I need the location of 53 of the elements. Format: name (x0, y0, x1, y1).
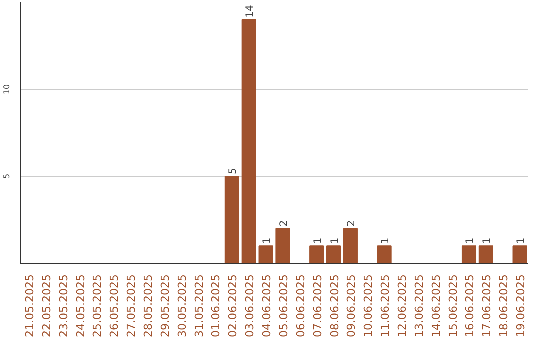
bar (478, 246, 494, 264)
x-tick-label: 30.05.2025 (176, 274, 189, 338)
data-label: 1 (312, 238, 324, 244)
x-tick-label: 14.06.2025 (430, 274, 443, 338)
x-tick-label: 13.06.2025 (412, 274, 426, 338)
x-tick-label: 07.06.2025 (311, 274, 324, 338)
x-tick-label: 22.05.2025 (40, 274, 54, 338)
data-label: 2 (346, 220, 358, 227)
x-tick-label: 27.05.2025 (125, 274, 138, 338)
x-tick-label: 16.06.2025 (464, 274, 477, 338)
x-tick-label: 17.06.2025 (480, 274, 494, 338)
data-label: 1 (516, 238, 528, 244)
data-label: 5 (228, 168, 240, 174)
x-tick-label: 29.05.2025 (158, 274, 172, 338)
data-label: 1 (380, 238, 392, 244)
bar (224, 176, 240, 264)
x-tick-label: 24.05.2025 (74, 274, 88, 338)
data-label: 1 (482, 238, 494, 244)
bar (326, 246, 342, 264)
data-label: 14 (245, 5, 256, 18)
bar (258, 246, 274, 264)
x-tick-label: 18.06.2025 (498, 274, 511, 338)
x-tick-label: 05.06.2025 (277, 274, 290, 338)
bar (276, 228, 290, 264)
data-label: 2 (278, 220, 290, 227)
x-tick-label: 19.06.2025 (514, 274, 528, 338)
x-tick-label: 04.06.2025 (260, 274, 274, 338)
bar (343, 228, 358, 264)
x-tick-label: 28.05.2025 (142, 274, 155, 338)
x-tick-label: 08.06.2025 (328, 274, 342, 338)
bar (242, 19, 256, 264)
bar (310, 246, 324, 264)
bar (512, 246, 528, 264)
x-tick-label: 03.06.2025 (244, 274, 257, 338)
x-tick-label: 15.06.2025 (446, 274, 460, 338)
x-tick-label: 25.05.2025 (91, 274, 104, 338)
x-tick-label: 23.05.2025 (57, 274, 70, 338)
data-label: 1 (330, 238, 341, 244)
x-tick-label: 26.05.2025 (108, 274, 122, 338)
x-tick-label: 09.06.2025 (345, 274, 358, 338)
bar (462, 246, 477, 264)
data-label: 1 (262, 238, 274, 244)
x-tick-label: 12.06.2025 (396, 274, 409, 338)
y-tick-label: 10 (2, 84, 12, 95)
x-tick-label: 01.06.2025 (210, 274, 223, 338)
bar (377, 246, 392, 264)
x-tick-label: 21.05.2025 (23, 274, 36, 338)
x-tick-label: 06.06.2025 (294, 274, 308, 338)
x-tick-label: 31.05.2025 (192, 274, 206, 338)
x-tick-label: 10.06.2025 (362, 274, 376, 338)
data-label: 1 (465, 238, 476, 244)
x-tick-label: 02.06.2025 (226, 274, 240, 338)
x-tick-label: 11.06.2025 (379, 274, 392, 338)
